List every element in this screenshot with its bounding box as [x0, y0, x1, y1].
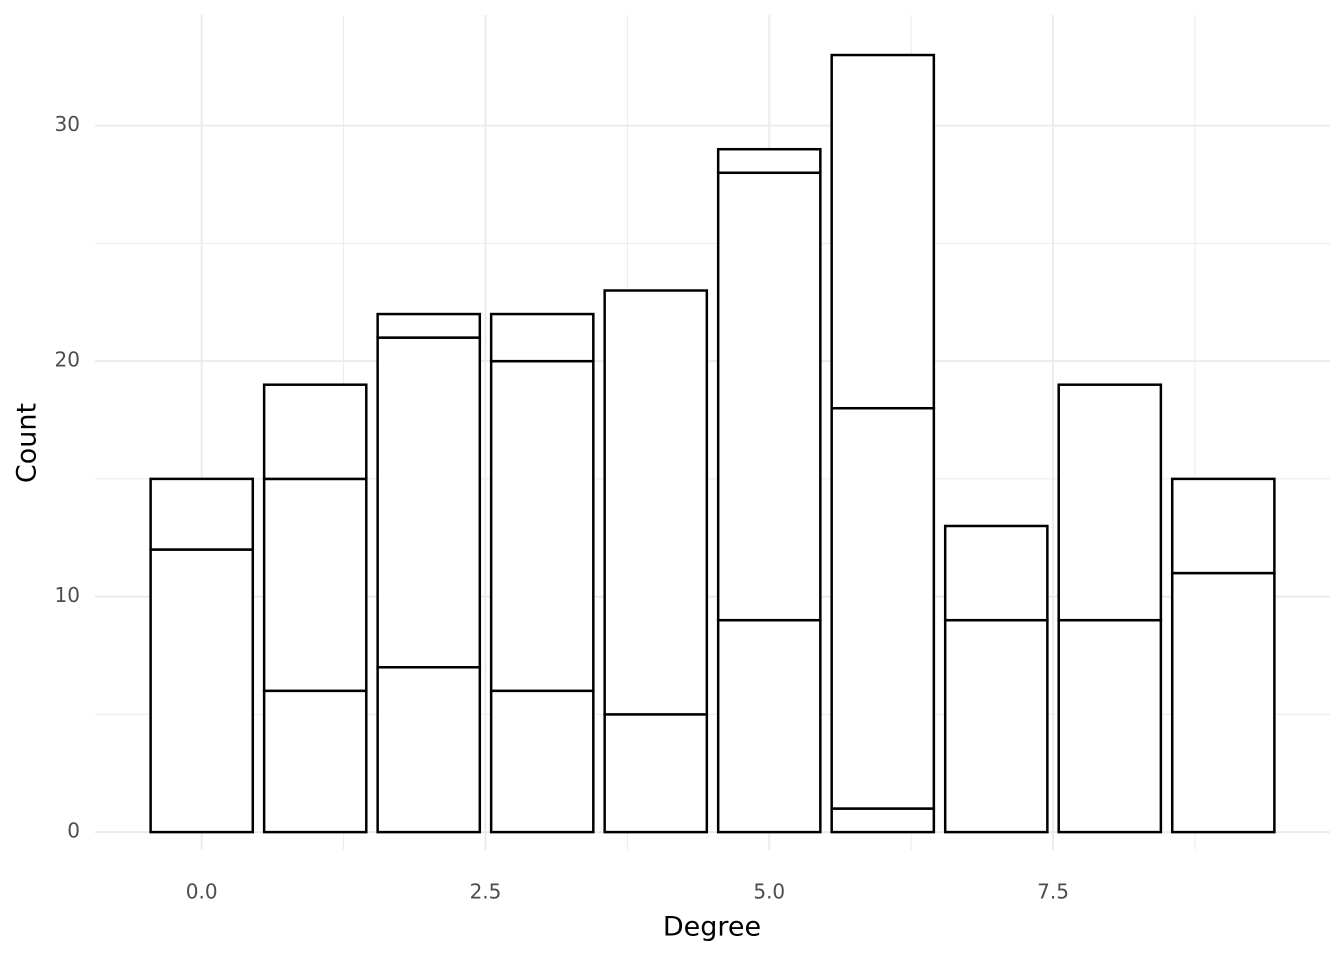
- bar-segment: [1170, 477, 1276, 575]
- y-axis-title: Count: [12, 403, 43, 483]
- bar-segment: [603, 713, 709, 834]
- bar-segment: [716, 147, 822, 175]
- y-tick-label: 20: [55, 348, 80, 372]
- bar-segment: [716, 171, 822, 622]
- bar-segment: [376, 312, 482, 339]
- bar-segment: [603, 289, 709, 716]
- bar-segment: [149, 548, 255, 834]
- x-tick-label: 0.0: [186, 880, 218, 904]
- bar-segment: [1170, 571, 1276, 834]
- bar-segment: [489, 312, 595, 363]
- y-tick-label: 30: [55, 112, 80, 136]
- bar-segment: [262, 383, 368, 481]
- bar-segment: [830, 406, 936, 810]
- x-tick-label: 2.5: [470, 880, 502, 904]
- bar-segment: [376, 336, 482, 669]
- bar-segment: [943, 524, 1049, 622]
- x-axis-title: Degree: [663, 912, 761, 943]
- bar-segment: [149, 477, 255, 551]
- bar-segment: [716, 618, 822, 834]
- bar-segment: [830, 807, 936, 834]
- bar-segment: [376, 666, 482, 834]
- x-tick-label: 7.5: [1037, 880, 1069, 904]
- bar-segment: [1057, 383, 1163, 622]
- bar-segment: [489, 689, 595, 834]
- x-tick-label: 5.0: [753, 880, 785, 904]
- y-tick-label: 0: [67, 819, 80, 843]
- bar-segment: [943, 618, 1049, 834]
- y-tick-label: 10: [55, 583, 80, 607]
- bar-segment: [262, 477, 368, 693]
- bar-segment: [489, 359, 595, 693]
- bar-segment: [830, 53, 936, 410]
- bar-segment: [262, 689, 368, 834]
- bar-segment: [1057, 618, 1163, 834]
